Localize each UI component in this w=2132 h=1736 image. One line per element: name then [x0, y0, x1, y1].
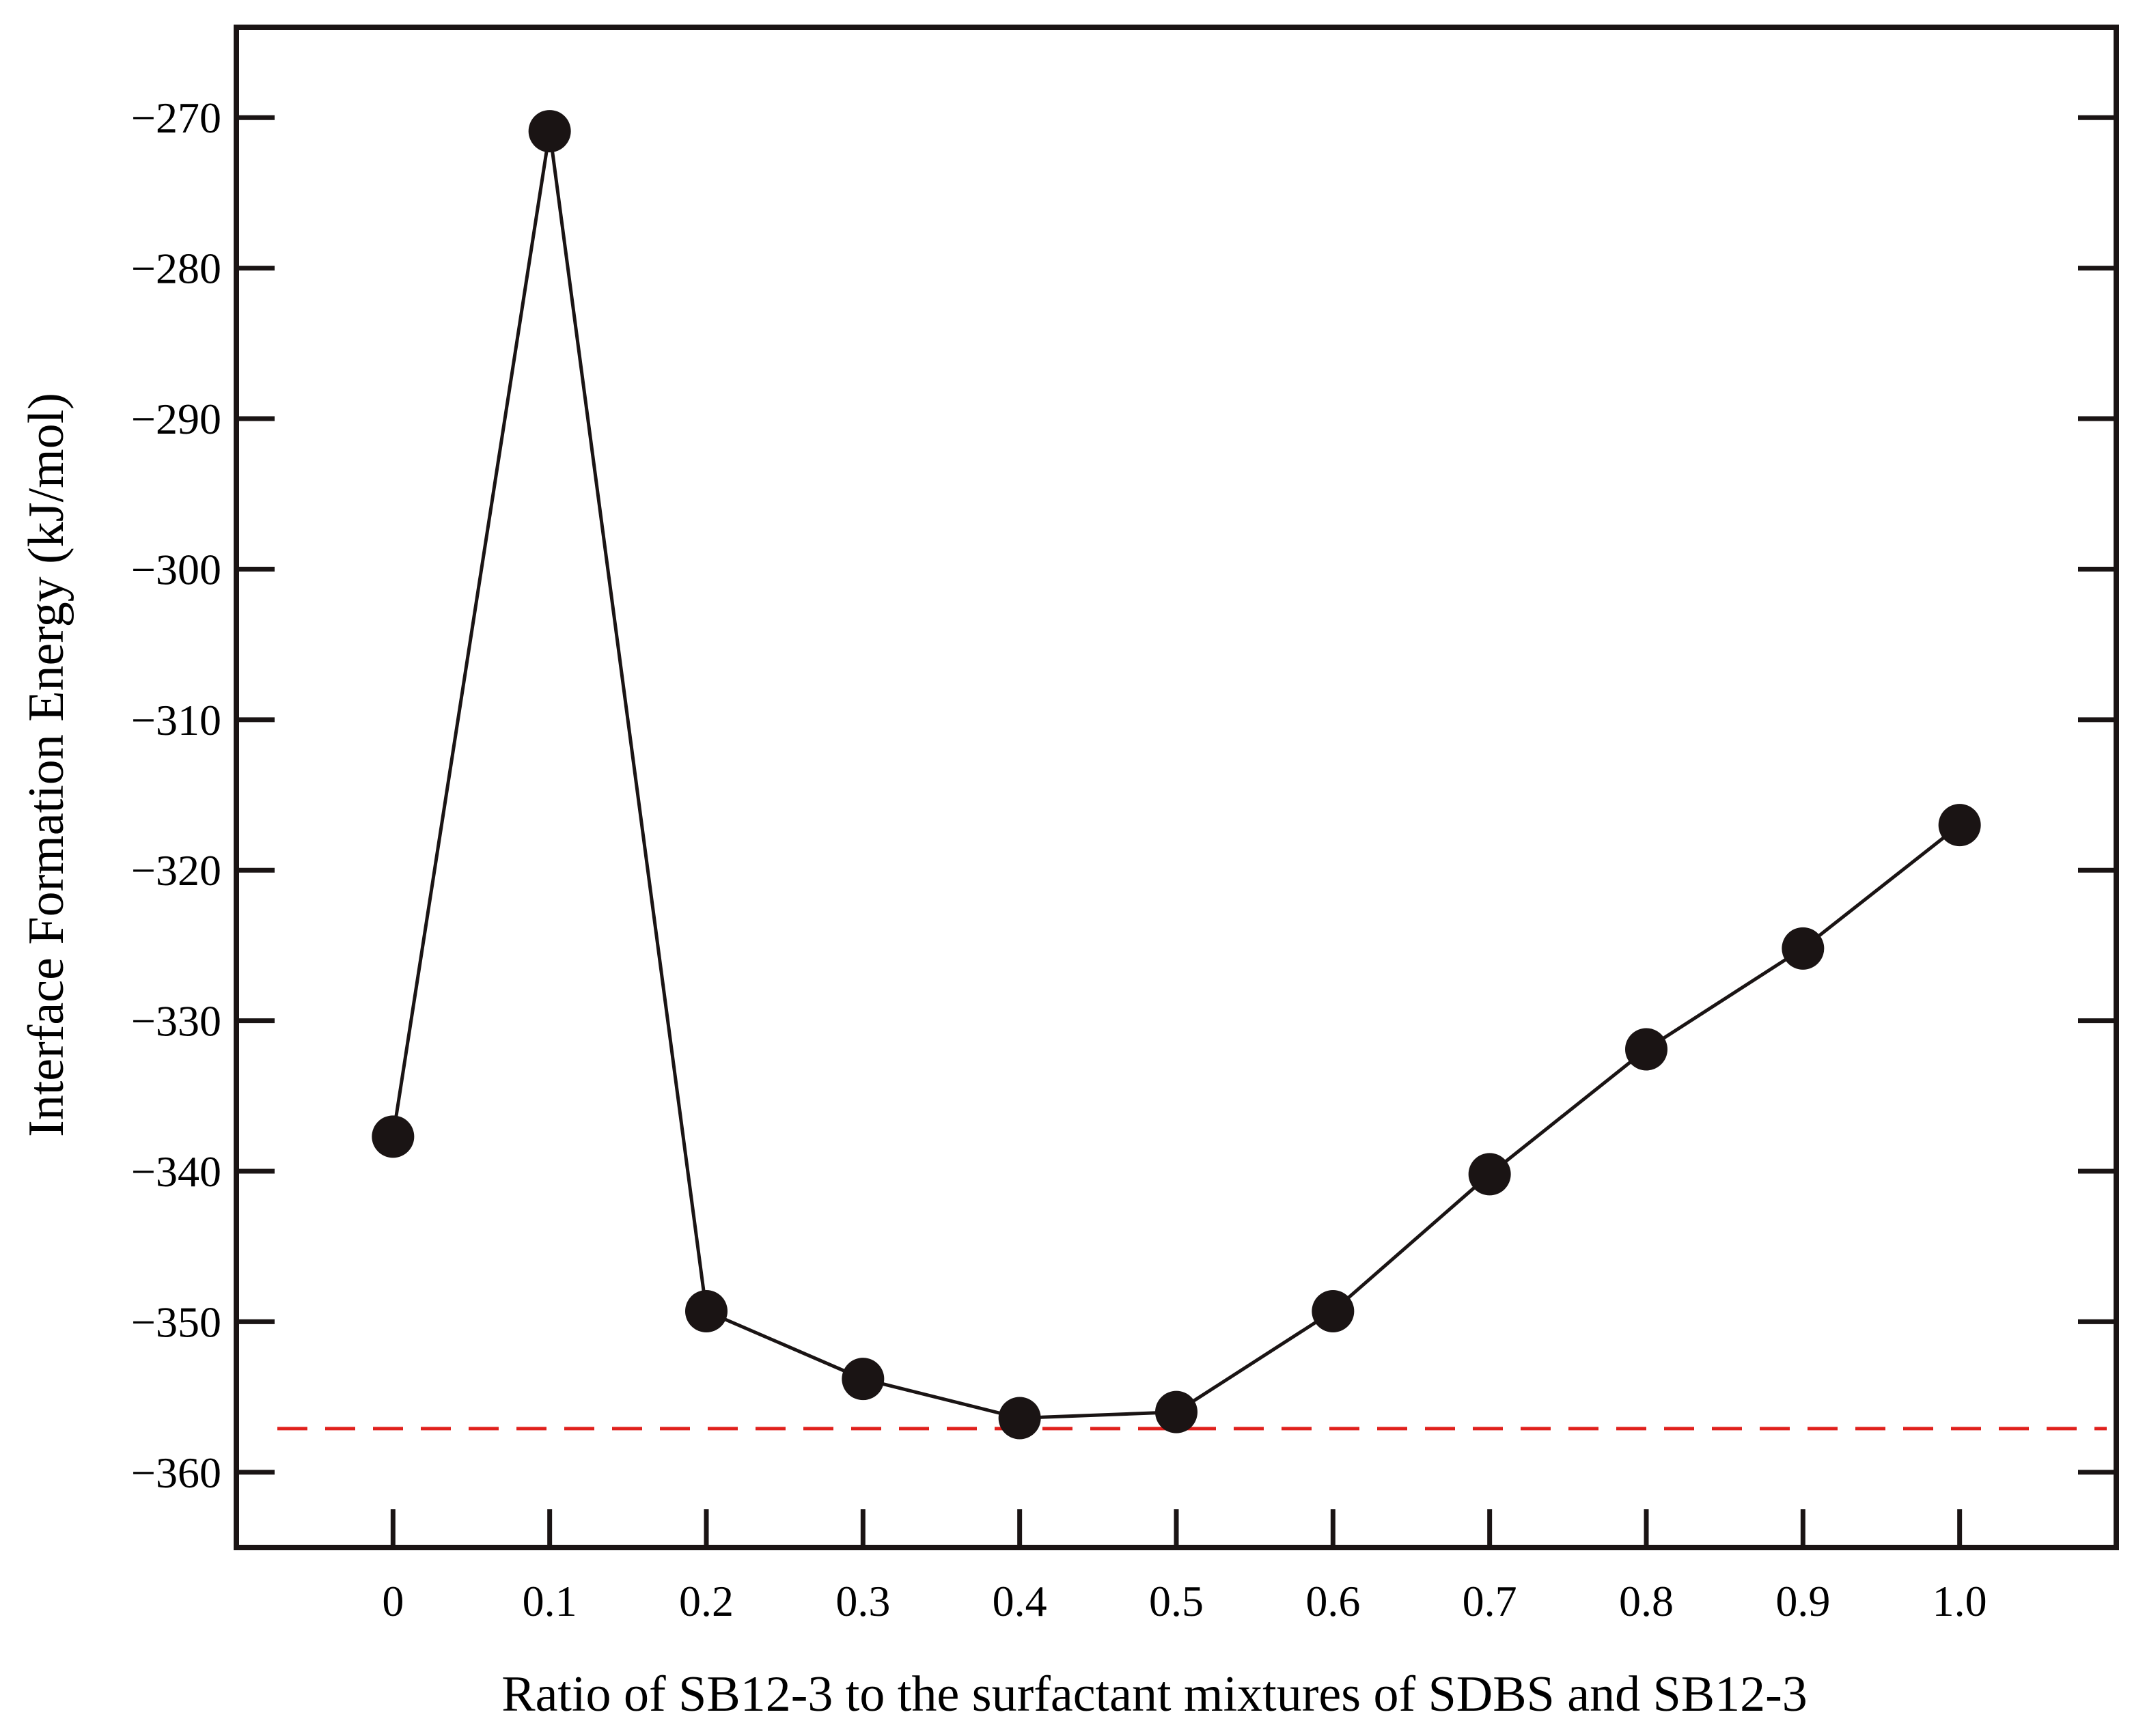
- plot-frame: [234, 25, 2119, 1550]
- data-point: [1155, 1390, 1197, 1433]
- data-point: [528, 110, 571, 153]
- data-point: [842, 1358, 885, 1401]
- y-tick-label: −360: [131, 1448, 221, 1497]
- y-tick-label: −330: [131, 997, 221, 1046]
- x-tick-label: 0.9: [1775, 1577, 1830, 1625]
- x-axis-ticks: 0 0.1 0.2 0.3 0.4 0.5 0.6 0.7 0.8 0.9 1.0: [382, 1509, 1987, 1625]
- data-point: [1938, 804, 1981, 847]
- series-group: [372, 110, 1981, 1440]
- x-tick-label: 0.2: [679, 1577, 734, 1625]
- x-tick-label: 0.4: [993, 1577, 1047, 1625]
- y-tick-label: −320: [131, 846, 221, 895]
- data-point: [1312, 1289, 1355, 1332]
- data-point: [1625, 1028, 1667, 1071]
- data-point: [685, 1289, 728, 1332]
- x-tick-label: 0.8: [1619, 1577, 1674, 1625]
- y-tick-label: −300: [131, 545, 221, 593]
- y-tick-label: −350: [131, 1298, 221, 1346]
- x-tick-label: 0.3: [835, 1577, 890, 1625]
- x-tick-label: 1.0: [1933, 1577, 1987, 1625]
- y-tick-label: −280: [131, 244, 221, 293]
- y-tick-label: −270: [131, 94, 221, 142]
- data-point: [1782, 927, 1825, 970]
- y-tick-label: −310: [131, 696, 221, 744]
- x-tick-label: 0.7: [1463, 1577, 1517, 1625]
- x-axis-title: Ratio of SB12-3 to the surfactant mixtur…: [501, 1666, 1808, 1722]
- x-tick-label: 0.6: [1305, 1577, 1360, 1625]
- y-tick-label: −340: [131, 1147, 221, 1196]
- y-axis-ticks: −270 −280 −290 −300 −310 −320 −330 −340 −350 −360: [131, 94, 2116, 1497]
- data-point: [372, 1115, 415, 1158]
- y-tick-label: −290: [131, 395, 221, 443]
- x-tick-label: 0.5: [1149, 1577, 1204, 1625]
- data-point: [998, 1397, 1041, 1440]
- series-line: [391, 130, 1961, 1420]
- x-tick-label: 0: [382, 1577, 404, 1625]
- y-axis-title: Interface Formation Energy (kJ/mol): [18, 393, 74, 1137]
- x-tick-label: 0.1: [523, 1577, 577, 1625]
- data-point: [1468, 1153, 1511, 1196]
